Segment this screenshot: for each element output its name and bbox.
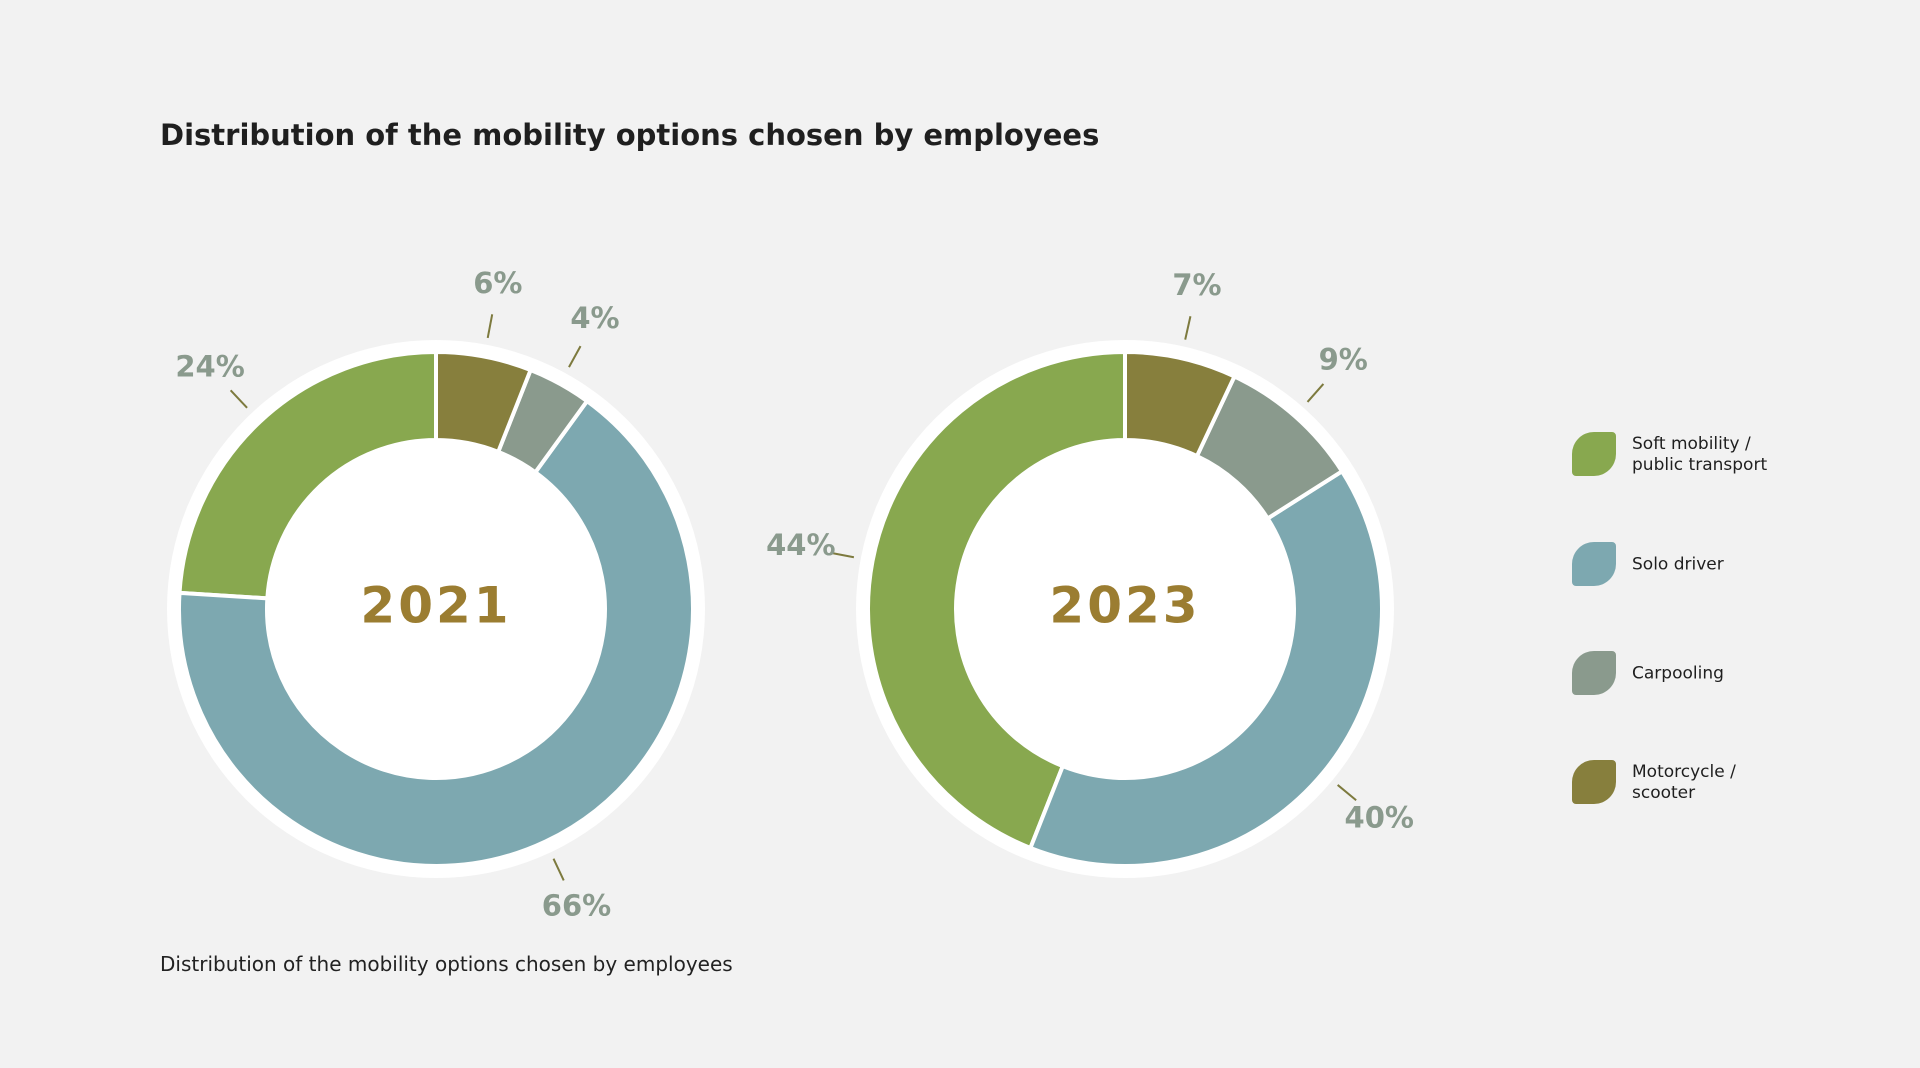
leader-line (1184, 316, 1192, 340)
leader-line (1306, 383, 1325, 403)
legend-label: Motorcycle / scooter (1632, 762, 1736, 803)
donut-slice (1123, 350, 1237, 459)
legend-item: Carpooling (1572, 651, 1892, 697)
leader-line (1337, 784, 1357, 801)
legend-label: Soft mobility / public transport (1632, 434, 1768, 475)
center-label: 2021 (360, 577, 511, 635)
legend-item: Soft mobility / public transport (1572, 432, 1892, 478)
leader-line (568, 345, 582, 368)
page-title: Distribution of the mobility options cho… (160, 118, 1100, 152)
leader-line (229, 389, 248, 409)
caption: Distribution of the mobility options cho… (160, 952, 733, 976)
leader-line (486, 314, 494, 339)
value-label: 4% (570, 301, 619, 335)
legend-label: Solo driver (1632, 554, 1724, 575)
donut-slice (1028, 469, 1384, 868)
legend-swatch (1572, 432, 1616, 476)
donut-slice (866, 350, 1127, 850)
value-label: 9% (1319, 342, 1368, 376)
legend-item: Solo driver (1572, 542, 1892, 588)
legend-swatch (1572, 651, 1616, 695)
value-label: 66% (542, 889, 611, 923)
legend-label: Carpooling (1632, 663, 1724, 684)
donut-hole (958, 442, 1292, 776)
value-label: 44% (766, 528, 835, 562)
donut-slice (177, 350, 438, 601)
donut-slice (434, 350, 533, 454)
leader-line (830, 551, 855, 559)
value-label: 40% (1345, 800, 1414, 834)
center-label: 2023 (1049, 577, 1200, 635)
value-label: 6% (473, 266, 522, 300)
legend-swatch (1572, 542, 1616, 586)
legend-item: Motorcycle / scooter (1572, 760, 1892, 806)
value-label: 7% (1172, 268, 1221, 302)
donut-hole (269, 442, 603, 776)
leader-line (552, 858, 565, 881)
donut-slice (177, 399, 695, 868)
legend-swatch (1572, 760, 1616, 804)
value-label: 24% (175, 349, 244, 383)
